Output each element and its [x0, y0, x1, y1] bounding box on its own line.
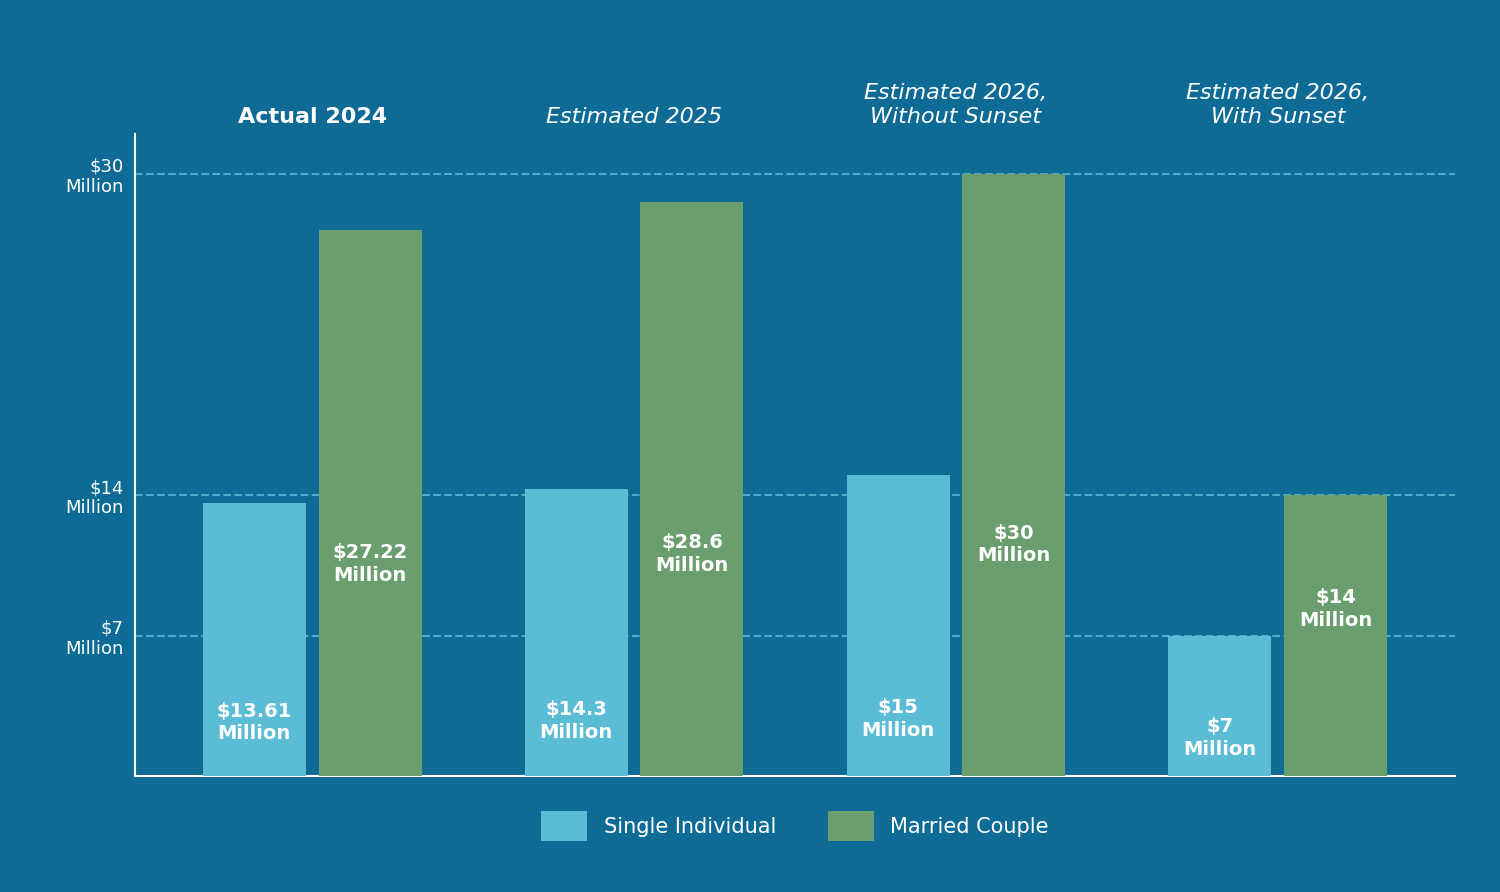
Bar [525, 489, 627, 776]
Text: $14
Million: $14 Million [1299, 588, 1372, 630]
Text: $27.22
Million: $27.22 Million [333, 543, 408, 585]
Text: Estimated 2026,
With Sunset: Estimated 2026, With Sunset [1186, 83, 1370, 128]
Bar [846, 475, 950, 776]
Text: $15
Million: $15 Million [861, 698, 934, 740]
Text: $13.61
Million: $13.61 Million [216, 701, 292, 743]
Text: $30
Million: $30 Million [978, 524, 1050, 566]
Bar [202, 503, 306, 776]
Bar [963, 174, 1065, 776]
Text: $7
Million: $7 Million [1184, 717, 1257, 759]
Bar [640, 202, 744, 776]
Legend: Single Individual, Married Couple: Single Individual, Married Couple [532, 803, 1058, 849]
Text: $28.6
Million: $28.6 Million [656, 533, 729, 575]
Text: Estimated 2026,
Without Sunset: Estimated 2026, Without Sunset [864, 83, 1047, 128]
Bar [1284, 495, 1388, 776]
Bar [318, 230, 422, 776]
Text: Actual 2024: Actual 2024 [237, 107, 387, 128]
Bar [1168, 635, 1272, 776]
Text: $14.3
Million: $14.3 Million [540, 700, 612, 741]
Text: Estimated 2025: Estimated 2025 [546, 107, 722, 128]
